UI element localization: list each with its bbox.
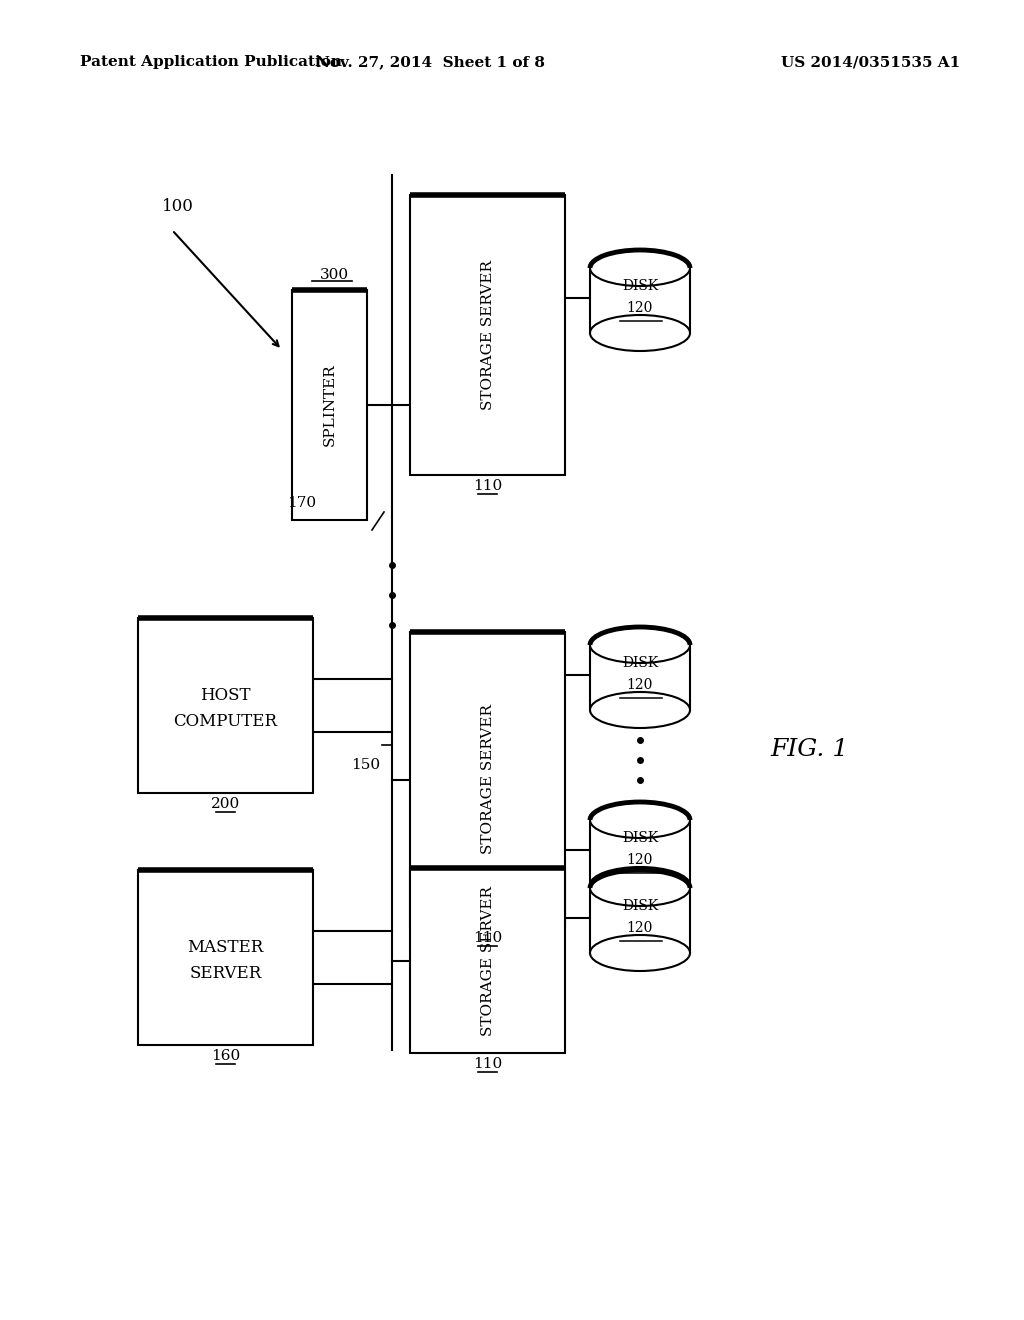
Text: SERVER: SERVER <box>189 965 261 982</box>
Text: COMPUTER: COMPUTER <box>173 713 278 730</box>
Text: MASTER: MASTER <box>187 939 263 956</box>
Text: HOST: HOST <box>201 686 251 704</box>
Text: 300: 300 <box>319 268 349 282</box>
Bar <box>410 632 565 927</box>
Ellipse shape <box>590 627 690 663</box>
Text: DISK: DISK <box>622 279 658 293</box>
Text: Nov. 27, 2014  Sheet 1 of 8: Nov. 27, 2014 Sheet 1 of 8 <box>315 55 545 69</box>
Text: STORAGE SERVER: STORAGE SERVER <box>480 260 495 411</box>
Text: 120: 120 <box>627 853 653 867</box>
Text: 160: 160 <box>211 1049 240 1063</box>
Text: 120: 120 <box>627 301 653 315</box>
Text: US 2014/0351535 A1: US 2014/0351535 A1 <box>780 55 961 69</box>
Text: 110: 110 <box>473 479 502 492</box>
Text: DISK: DISK <box>622 656 658 671</box>
Bar <box>138 870 313 1045</box>
Ellipse shape <box>590 935 690 972</box>
Text: 170: 170 <box>287 496 316 510</box>
Bar <box>590 820 690 884</box>
Ellipse shape <box>590 692 690 729</box>
Bar <box>292 290 367 520</box>
Text: STORAGE SERVER: STORAGE SERVER <box>480 705 495 854</box>
Text: DISK: DISK <box>622 899 658 913</box>
Ellipse shape <box>590 803 690 838</box>
Bar <box>590 268 690 333</box>
Ellipse shape <box>590 249 690 286</box>
Text: 120: 120 <box>627 921 653 935</box>
Text: 110: 110 <box>473 931 502 945</box>
Bar <box>138 618 313 793</box>
Text: SPLINTER: SPLINTER <box>323 363 337 446</box>
Bar <box>590 888 690 953</box>
Text: 200: 200 <box>211 797 240 810</box>
Text: Patent Application Publication: Patent Application Publication <box>80 55 342 69</box>
Text: 120: 120 <box>627 678 653 692</box>
Bar <box>410 869 565 1053</box>
Bar <box>590 645 690 710</box>
Ellipse shape <box>590 870 690 906</box>
Text: 150: 150 <box>351 758 380 772</box>
Ellipse shape <box>590 867 690 903</box>
Text: STORAGE SERVER: STORAGE SERVER <box>480 886 495 1035</box>
Text: 100: 100 <box>162 198 194 215</box>
Text: DISK: DISK <box>622 832 658 845</box>
Text: FIG. 1: FIG. 1 <box>771 738 849 762</box>
Text: 110: 110 <box>473 1057 502 1071</box>
Bar <box>410 195 565 475</box>
Ellipse shape <box>590 315 690 351</box>
